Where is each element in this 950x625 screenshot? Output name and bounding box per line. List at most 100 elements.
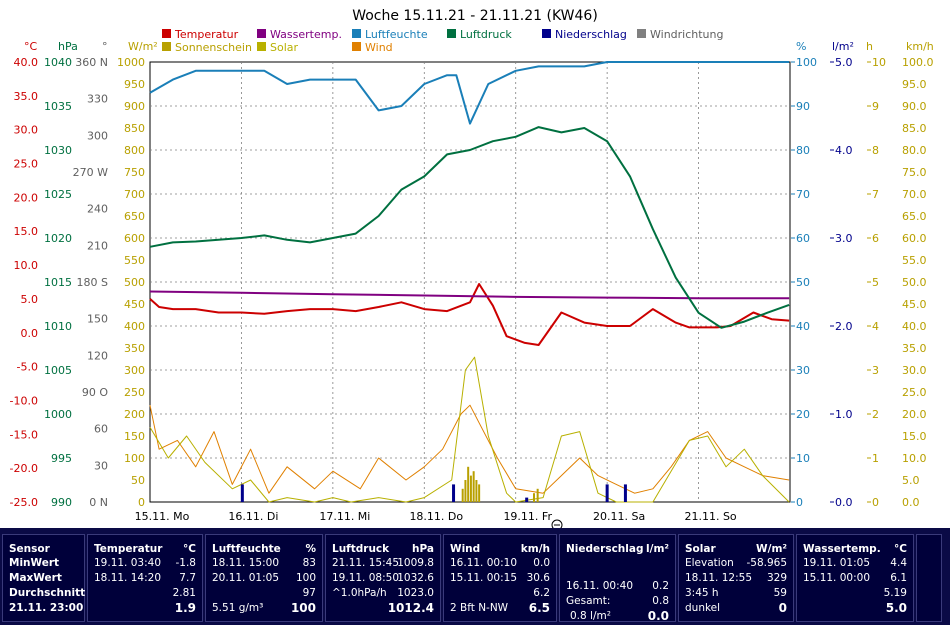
rain-bar: [525, 497, 529, 502]
axis-tick-press: 1035: [44, 100, 72, 113]
axis-unit-press: hPa: [58, 40, 78, 53]
axis-tick-solar: 950: [124, 78, 145, 91]
wind-min-time: 16.11. 00:10: [450, 557, 517, 569]
hum-avg: 97: [302, 587, 316, 599]
water-current: 5.0: [885, 601, 907, 615]
x-axis-label: 16.11. Di: [228, 510, 278, 523]
axis-tick-dir: 360 N: [75, 56, 108, 69]
x-axis-label: 17.11. Mi: [319, 510, 370, 523]
hum-min-value: 83: [302, 557, 316, 569]
scroll-handle-icon[interactable]: [551, 519, 563, 528]
axis-tick-solar: 400: [124, 320, 145, 333]
axis-tick-rain: 1.0: [835, 408, 853, 421]
axis-tick-solar: 650: [124, 210, 145, 223]
legend-label: Sonnenschein: [175, 41, 252, 54]
panel-temperature: Temperatur °C 19.11. 03:40 -1.8 18.11. 1…: [87, 534, 203, 622]
current-time: 21.11. 23:00: [9, 602, 84, 614]
legend-label: Luftdruck: [460, 28, 512, 41]
x-axis-label: 21.11. So: [684, 510, 736, 523]
rain-amount: 0.8 l/m²: [570, 610, 611, 622]
axis-tick-dir: 330: [87, 93, 108, 106]
axis-tick-press: 1030: [44, 144, 72, 157]
wind-unit: km/h: [520, 543, 550, 555]
press-min-time: 21.11. 15:45: [332, 557, 399, 569]
temp-max-value: 7.7: [179, 572, 196, 584]
axis-tick-dir: 60: [94, 423, 108, 436]
axis-tick-rain: 4.0: [835, 144, 853, 157]
solar-elevation-value: -58.965: [746, 557, 787, 569]
axis-tick-wind: 95.0: [902, 78, 927, 91]
sunshine-bar: [475, 480, 478, 502]
axis-tick-solar: 600: [124, 232, 145, 245]
axis-tick-dir: 240: [87, 203, 108, 216]
axis-tick-sun: 7: [872, 188, 879, 201]
axis-tick-temp: -10.0: [10, 394, 38, 407]
legend-label: Luftfeuchte: [365, 28, 428, 41]
legend-swatch: [352, 29, 361, 38]
legend-label: Niederschlag: [555, 28, 627, 41]
axis-tick-wind: 80.0: [902, 144, 927, 157]
solar-state: dunkel: [685, 602, 721, 614]
axis-tick-wind: 100.0: [902, 56, 934, 69]
water-header: Wassertemp.: [803, 543, 881, 555]
legend-label: Wind: [365, 41, 393, 54]
axis-tick-hum: 40: [796, 320, 810, 333]
axis-tick-wind: 90.0: [902, 100, 927, 113]
press-max-value: 1032.6: [397, 572, 434, 584]
axis-tick-hum: 50: [796, 276, 810, 289]
axis-tick-hum: 10: [796, 452, 810, 465]
axis-unit-wind: km/h: [906, 40, 934, 53]
series-line-luftfeuchte: [149, 61, 790, 125]
legend-swatch: [257, 42, 266, 51]
legend: Temperatur Wassertemp. Luftfeuchte Luftdruc…: [162, 28, 723, 54]
axis-tick-solar: 0: [138, 496, 145, 509]
rain-header: Niederschlag: [566, 543, 644, 555]
legend-label: Solar: [270, 41, 299, 54]
temp-header: Temperatur: [94, 543, 163, 555]
axis-tick-solar: 550: [124, 254, 145, 267]
axis-tick-wind: 55.0: [902, 254, 927, 267]
panel-sensor: Sensor MinWert MaxWert Durchschnitt 21.1…: [2, 534, 85, 622]
axis-tick-wind: 35.0: [902, 342, 927, 355]
series: [149, 61, 790, 503]
axis-tick-temp: 0.0: [21, 327, 39, 340]
sunshine-bar: [464, 480, 467, 502]
sunshine-bar: [469, 475, 472, 502]
axis-tick-solar: 900: [124, 100, 145, 113]
weather-week-chart: Woche 15.11.21 - 21.11.21 (KW46) Tempera…: [10, 8, 934, 528]
axis-tick-solar: 800: [124, 144, 145, 157]
hum-max-value: 100: [295, 572, 316, 584]
x-axis-labels: 15.11. Mo 16.11. Di 17.11. Mi 18.11. Do 19.1…: [135, 510, 737, 523]
axis-tick-temp: -15.0: [10, 428, 38, 441]
rain-total-label: Gesamt:: [566, 595, 611, 607]
temp-max-time: 18.11. 14:20: [94, 572, 161, 584]
axis-tick-sun: 4: [872, 320, 879, 333]
wind-current: 6.5: [528, 601, 550, 615]
axis-tick-rain: 3.0: [835, 232, 853, 245]
axis-tick-dir: 150: [87, 313, 108, 326]
axis-tick-rain: 5.0: [835, 56, 853, 69]
wind-min-value: 0.0: [533, 557, 550, 569]
rain-bar: [605, 484, 609, 502]
solar-max-time: 18.11. 12:55: [685, 572, 752, 584]
solar-header: Solar: [685, 543, 716, 555]
hum-min-time: 18.11. 15:00: [212, 557, 279, 569]
axis-tick-solar: 850: [124, 122, 145, 135]
x-axis-label: 19.11. Fr: [503, 510, 552, 523]
avg-label: Durchschnitt: [9, 587, 86, 599]
axis-tick-solar: 500: [124, 276, 145, 289]
rain-bar: [452, 484, 456, 502]
wind-header: Wind: [450, 543, 481, 555]
axis-unit-temp: °C: [24, 40, 38, 53]
hum-max-time: 20.11. 01:05: [212, 572, 279, 584]
axis-tick-wind: 40.0: [902, 320, 927, 333]
temp-avg: 2.81: [172, 587, 196, 599]
axis-tick-hum: 100: [796, 56, 817, 69]
axis-tick-solar: 100: [124, 452, 145, 465]
axis-tick-temp: -20.0: [10, 462, 38, 475]
panel-pressure: Luftdruck hPa 21.11. 15:45 1009.8 19.11.…: [325, 534, 441, 622]
axis-tick-temp: 40.0: [14, 56, 39, 69]
water-unit: °C: [894, 543, 907, 555]
axis-tick-solar: 450: [124, 298, 145, 311]
axis-tick-dir: 300: [87, 129, 108, 142]
